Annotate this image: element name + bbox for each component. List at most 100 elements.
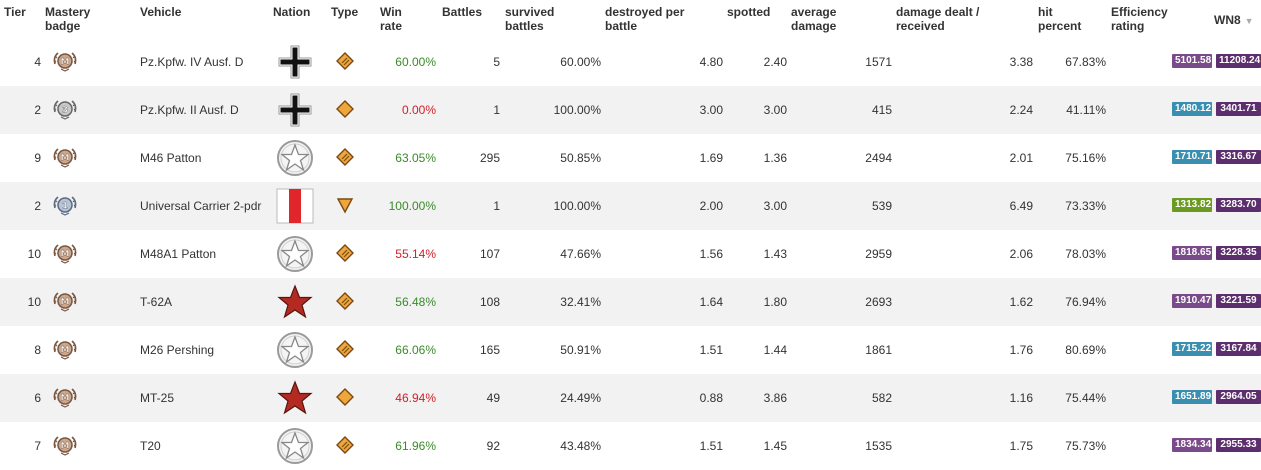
damage-ratio-cell: 2.24 (1009, 103, 1033, 117)
avg-damage-cell: 2959 (865, 247, 892, 261)
col-eff-label-2: rating (1111, 19, 1145, 33)
svg-text:M: M (61, 442, 70, 452)
col-vehicle-label: Vehicle (140, 5, 182, 19)
avg-damage-cell: 1861 (865, 343, 892, 357)
avg-damage-cell: 539 (871, 199, 892, 213)
col-vehicle[interactable]: Vehicle (140, 5, 181, 19)
tier-cell: 10 (27, 247, 41, 261)
efficiency-rating-badge: 1480.12 (1172, 102, 1212, 116)
svg-text:M: M (61, 154, 70, 164)
col-win-rate[interactable]: Win rate (380, 5, 402, 33)
spotted-cell: 3.00 (763, 199, 787, 213)
col-avg-damage[interactable]: average damage (791, 5, 836, 33)
col-survived[interactable]: survived battles (505, 5, 554, 33)
col-mastery[interactable]: Mastery badge (45, 5, 90, 33)
vehicle-name[interactable]: Universal Carrier 2-pdr (140, 199, 262, 213)
col-type-label: Type (331, 5, 359, 19)
survived-cell: 100.00% (553, 199, 601, 213)
table-row[interactable]: 4 Pz.Kpfw. IV Ausf. D 60.00% 5 60.00% 4.80 2.4… (0, 38, 1261, 86)
ussr-star-icon (275, 282, 315, 322)
spotted-cell: 3.86 (763, 391, 787, 405)
table-row[interactable]: 6 MT-25 46.94% 49 24.49% 0.88 3.86 582 1.16 75.44… (0, 374, 1261, 422)
col-mastery-label-1: Mastery (45, 5, 91, 19)
tier-cell: 9 (34, 151, 41, 165)
mastery-badge-icon: M (52, 434, 78, 456)
tier-cell: 8 (34, 343, 41, 357)
efficiency-rating-badge: 1651.89 (1172, 390, 1212, 404)
vehicle-name[interactable]: M46 Patton (140, 151, 202, 165)
destroyed-cell: 1.64 (699, 295, 723, 309)
hit-percent-cell: 73.33% (1065, 199, 1106, 213)
wn8-badge: 3401.71 (1216, 102, 1261, 116)
table-row[interactable]: 9 M46 Patton 63.05% 295 50.85% 1.69 1.36 2494 2.… (0, 134, 1261, 182)
destroyed-cell: 1.56 (699, 247, 723, 261)
col-destroyed[interactable]: destroyed per battle (605, 5, 684, 33)
col-win-label-2: rate (380, 19, 403, 33)
tank-destroyer-icon (336, 196, 354, 214)
efficiency-rating-badge: 5101.58 (1172, 54, 1212, 68)
tier-cell: 6 (34, 391, 41, 405)
sort-desc-icon[interactable]: ▼ (1244, 16, 1254, 26)
damage-ratio-cell: 1.75 (1009, 439, 1033, 453)
table-row[interactable]: 8 M26 Pershing 66.06% 165 50.91% 1.51 1.44 1861… (0, 326, 1261, 374)
tier-cell: 7 (34, 439, 41, 453)
col-hit-percent[interactable]: hit percent (1038, 5, 1081, 33)
wn8-badge: 2955.33 (1216, 438, 1261, 452)
table-row[interactable]: 10 T-62A 56.48% 108 32.41% 1.64 1.80 2693 1.62 76… (0, 278, 1261, 326)
win-rate-cell: 63.05% (395, 151, 436, 165)
destroyed-cell: 3.00 (699, 103, 723, 117)
vehicle-name[interactable]: M26 Pershing (140, 343, 215, 357)
vehicle-name[interactable]: M48A1 Patton (140, 247, 217, 261)
battles-cell: 1 (493, 103, 500, 117)
col-eff-label-1: Efficiency (1111, 5, 1168, 19)
mastery-badge-icon: M (52, 386, 78, 408)
col-battles[interactable]: Battles (442, 5, 482, 19)
col-nation[interactable]: Nation (273, 5, 310, 19)
efficiency-rating-badge: 1313.82 (1172, 198, 1212, 212)
col-battles-label: Battles (442, 5, 483, 19)
table-row[interactable]: 10 M48A1 Patton 55.14% 107 47.66% 1.56 1.43 295… (0, 230, 1261, 278)
usa-star-icon (275, 138, 315, 178)
wn8-badge: 3316.67 (1216, 150, 1261, 164)
tier-cell: 2 (34, 103, 41, 117)
vehicle-name[interactable]: T-62A (140, 295, 173, 309)
col-win-label-1: Win (380, 5, 402, 19)
spotted-cell: 1.36 (763, 151, 787, 165)
col-damage-ratio[interactable]: damage dealt / received (896, 5, 979, 33)
mastery-badge-icon: 3 (52, 98, 78, 120)
medium-tank-icon (336, 292, 354, 310)
col-type[interactable]: Type (331, 5, 358, 19)
battles-cell: 49 (486, 391, 500, 405)
wn8-badge: 3167.84 (1216, 342, 1261, 356)
spotted-cell: 1.45 (763, 439, 787, 453)
vehicle-name[interactable]: Pz.Kpfw. IV Ausf. D (140, 55, 244, 69)
col-efficiency[interactable]: Efficiency rating (1111, 5, 1168, 33)
table-row[interactable]: 7 T20 61.96% 92 43.48% 1.51 1.45 1535 1.75 75.73%… (0, 422, 1261, 470)
svg-text:3: 3 (62, 106, 68, 116)
mastery-badge-icon: M (52, 146, 78, 168)
win-rate-cell: 56.48% (395, 295, 436, 309)
svg-text:M: M (61, 58, 70, 68)
table-row[interactable]: 2 Universal Carrier 2-pdr 100.00% 1 100.00% 2… (0, 182, 1261, 230)
battles-cell: 92 (486, 439, 500, 453)
col-tier[interactable]: Tier (4, 5, 26, 19)
battles-cell: 1 (493, 199, 500, 213)
destroyed-cell: 4.80 (699, 55, 723, 69)
damage-ratio-cell: 3.38 (1009, 55, 1033, 69)
table-row[interactable]: 2 Pz.Kpfw. II Ausf. D 0.00% 1 100.00% 3.00 3.0… (0, 86, 1261, 134)
col-spotted[interactable]: spotted (727, 5, 770, 19)
avg-damage-cell: 1535 (865, 439, 892, 453)
damage-ratio-cell: 2.06 (1009, 247, 1033, 261)
wn8-badge: 3283.70 (1216, 198, 1261, 212)
vehicle-name[interactable]: T20 (140, 439, 161, 453)
mastery-badge-icon: M (52, 50, 78, 72)
col-wn8[interactable]: WN8 ▼ (1214, 13, 1254, 28)
damage-ratio-cell: 6.49 (1009, 199, 1033, 213)
survived-cell: 50.85% (560, 151, 601, 165)
battles-cell: 165 (479, 343, 500, 357)
vehicle-name[interactable]: MT-25 (140, 391, 175, 405)
vehicle-name[interactable]: Pz.Kpfw. II Ausf. D (140, 103, 239, 117)
spotted-cell: 1.43 (763, 247, 787, 261)
col-wn8-label: WN8 (1214, 13, 1241, 27)
win-rate-cell: 60.00% (395, 55, 436, 69)
